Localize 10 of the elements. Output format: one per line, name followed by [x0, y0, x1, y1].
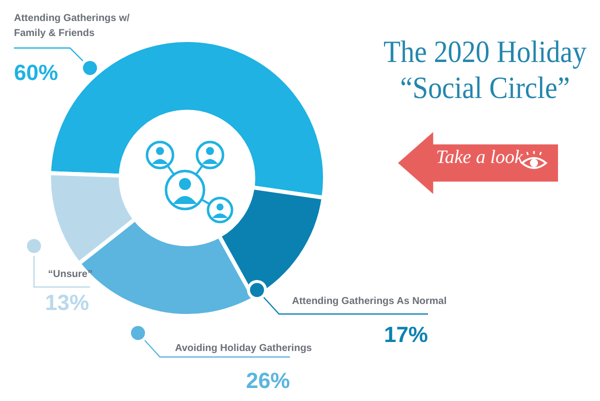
text: The 2020 Holiday “Social Circle” — [382, 34, 588, 106]
data-label: 17% — [384, 322, 428, 348]
data-label: 60% — [14, 60, 58, 86]
text: Take a look — [436, 147, 523, 169]
slice-label: Avoiding Holiday Gatherings — [175, 342, 312, 354]
data-label: 26% — [246, 368, 290, 394]
data-label: 13% — [45, 290, 90, 316]
slice-label: “Unsure” — [48, 268, 92, 280]
slice-label: Attending Gatherings w/ Family & Friends — [14, 12, 130, 39]
slice-label: Attending Gatherings As Normal — [292, 296, 447, 307]
